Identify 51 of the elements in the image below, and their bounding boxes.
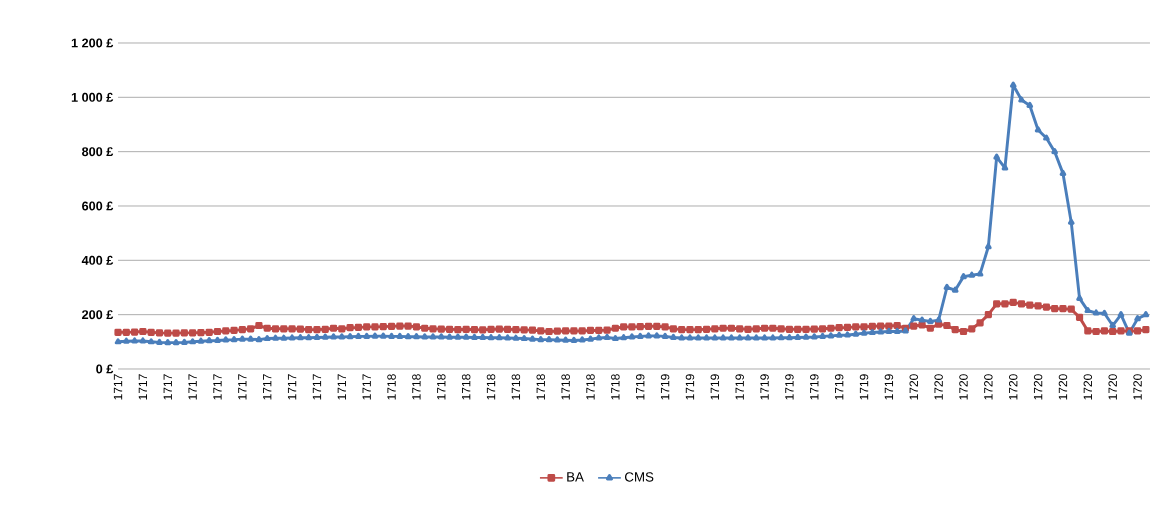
x-tick-label: 1719 [760,374,769,400]
x-tick-label: 1717 [238,374,247,400]
y-tick-label: 600 £ [82,201,114,211]
x-tick-label: 1718 [511,374,521,400]
x-tick-label: 1720 [1008,374,1018,400]
legend-label: BA [567,472,584,482]
x-tick-label: 1718 [387,374,396,400]
x-tick-label: 1718 [486,374,496,400]
x-tick-label: 1720 [959,374,968,400]
y-tick-label: 1 000 £ [71,92,114,102]
x-tick-label: 1718 [536,374,546,400]
y-tick-label: 800 £ [82,147,114,157]
x-tick-label: 1720 [984,374,993,400]
x-tick-label: 1719 [735,374,744,400]
x-tick-label: 1719 [859,374,869,400]
x-tick-label: 1719 [785,374,794,400]
x-tick-label: 1719 [710,374,720,400]
x-tick-label: 1717 [188,374,197,400]
x-tick-label: 1717 [287,374,297,400]
x-tick-label: 1717 [337,374,346,400]
x-tick-label: 1719 [884,374,894,400]
x-tick-label: 1718 [412,374,421,400]
x-tick-label: 1719 [834,374,844,400]
y-tick-label: 400 £ [81,255,114,265]
y-tick-label: 1 200 £ [71,38,114,48]
x-tick-label: 1719 [635,374,645,400]
x-tick-label: 1720 [1108,374,1117,400]
x-tick-label: 1718 [611,374,620,400]
x-tick-label: 1719 [685,374,695,400]
x-tick-label: 1719 [810,374,819,400]
x-tick-label: 1718 [586,374,595,400]
x-tick-label: 1717 [362,374,371,400]
x-tick-label: 1717 [138,374,148,400]
x-tick-label: 1720 [1083,374,1093,400]
x-tick-label: 1717 [213,374,222,400]
x-tick-label: 1720 [1033,374,1043,400]
x-tick-label: 1718 [437,374,446,400]
x-tick-label: 1720 [934,374,943,400]
x-tick-label: 1719 [660,374,670,400]
x-tick-label: 1717 [163,374,172,400]
x-tick-label: 1717 [312,374,322,400]
x-tick-label: 1717 [113,374,123,400]
x-tick-label: 1720 [909,374,919,400]
x-tick-label: 1720 [1058,374,1068,400]
x-tick-label: 1720 [1133,374,1142,400]
x-tick-label: 1718 [561,374,570,400]
x-tick-label: 1718 [461,374,471,400]
x-tick-label: 1717 [263,374,272,400]
y-tick-label: 200 £ [82,310,114,320]
legend-label: CMS [624,472,654,482]
y-tick-label: 0 £ [96,364,114,374]
